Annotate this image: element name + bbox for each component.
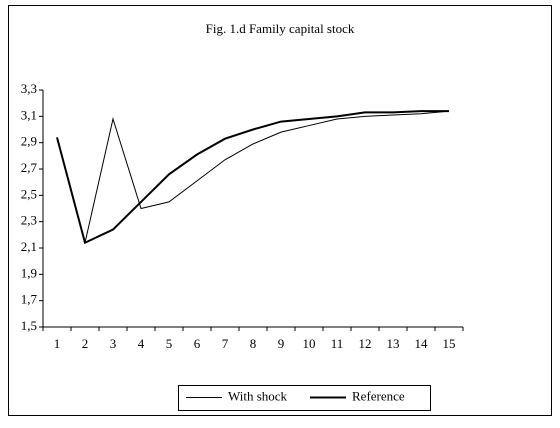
x-tick-label: 13 (387, 336, 400, 351)
x-tick-label: 10 (303, 336, 316, 351)
y-tick-label: 2,5 (21, 186, 37, 201)
series-line (56, 110, 449, 245)
legend-label: Reference (352, 388, 405, 403)
x-tick-label: 11 (331, 336, 344, 351)
y-tick-label: 1,5 (21, 318, 37, 333)
x-tick-label: 15 (443, 336, 456, 351)
y-tick-label: 2,1 (21, 239, 37, 254)
y-tick-label: 2,3 (21, 213, 37, 228)
x-tick-label: 2 (82, 336, 89, 351)
y-tick-label: 3,3 (21, 81, 37, 96)
y-tick-label: 2,9 (21, 134, 37, 149)
series-line (56, 110, 450, 243)
x-tick-label: 12 (359, 336, 372, 351)
chart-border (8, 5, 552, 416)
x-tick-label: 14 (415, 336, 429, 351)
y-tick-label: 1,7 (21, 292, 38, 307)
x-tick-label: 3 (110, 336, 117, 351)
x-tick-label: 7 (222, 336, 229, 351)
x-tick-label: 6 (194, 336, 201, 351)
y-tick-label: 3,1 (21, 107, 37, 122)
x-tick-label: 5 (166, 336, 173, 351)
y-tick-label: 2,7 (21, 160, 38, 175)
legend-label: With shock (228, 388, 288, 403)
chart-title: Fig. 1.d Family capital stock (206, 21, 355, 36)
x-tick-label: 1 (54, 336, 61, 351)
y-tick-label: 1,9 (21, 265, 37, 280)
x-tick-label: 4 (138, 336, 145, 351)
x-tick-label: 8 (250, 336, 257, 351)
x-tick-label: 9 (278, 336, 285, 351)
